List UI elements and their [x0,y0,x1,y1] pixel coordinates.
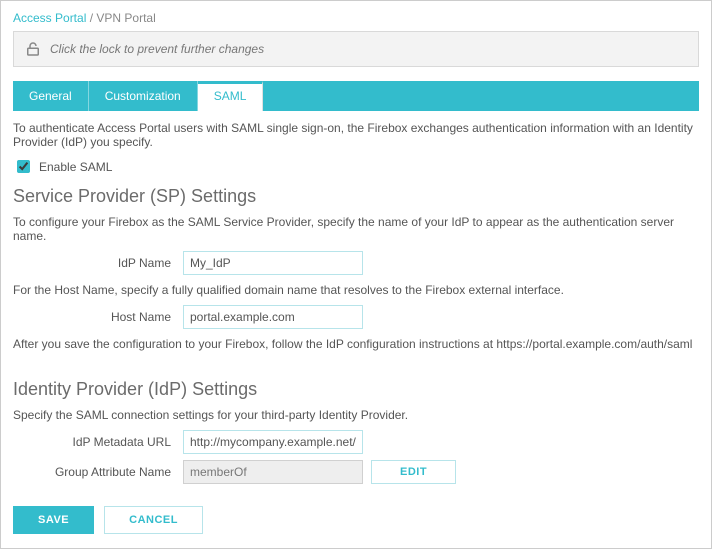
idp-name-input[interactable] [183,251,363,275]
after-save-text: After you save the configuration to your… [13,337,699,351]
tab-bar: General Customization SAML [13,81,699,111]
idp-desc: Specify the SAML connection settings for… [13,408,699,422]
group-attribute-label: Group Attribute Name [13,465,183,479]
metadata-url-input[interactable] [183,430,363,454]
enable-saml-checkbox[interactable] [17,160,30,173]
idp-heading: Identity Provider (IdP) Settings [13,379,699,400]
lock-bar: Click the lock to prevent further change… [13,31,699,67]
metadata-url-row: IdP Metadata URL [13,430,699,454]
tab-saml[interactable]: SAML [198,81,264,111]
enable-saml-label: Enable SAML [39,160,112,174]
page-container: Access Portal / VPN Portal Click the loc… [0,0,712,549]
host-desc: For the Host Name, specify a fully quali… [13,283,699,297]
metadata-url-label: IdP Metadata URL [13,435,183,449]
breadcrumb-sep: / [90,11,93,25]
sp-heading: Service Provider (SP) Settings [13,186,699,207]
save-button[interactable]: SAVE [13,506,94,534]
footer-buttons: SAVE CANCEL [13,506,699,534]
idp-name-row: IdP Name [13,251,699,275]
lock-bar-text: Click the lock to prevent further change… [50,42,264,56]
host-name-label: Host Name [13,310,183,324]
cancel-button[interactable]: CANCEL [104,506,203,534]
breadcrumb: Access Portal / VPN Portal [13,11,699,25]
edit-button[interactable]: EDIT [371,460,456,484]
breadcrumb-parent-link[interactable]: Access Portal [13,11,86,25]
group-attribute-row: Group Attribute Name EDIT [13,460,699,484]
tab-customization[interactable]: Customization [89,81,198,111]
group-attribute-input [183,460,363,484]
intro-text: To authenticate Access Portal users with… [13,121,699,149]
sp-desc: To configure your Firebox as the SAML Se… [13,215,699,243]
host-name-row: Host Name [13,305,699,329]
lock-open-icon[interactable] [24,40,42,58]
enable-saml-row: Enable SAML [13,157,699,176]
host-name-input[interactable] [183,305,363,329]
tab-general[interactable]: General [13,81,89,111]
breadcrumb-current: VPN Portal [96,11,155,25]
idp-name-label: IdP Name [13,256,183,270]
